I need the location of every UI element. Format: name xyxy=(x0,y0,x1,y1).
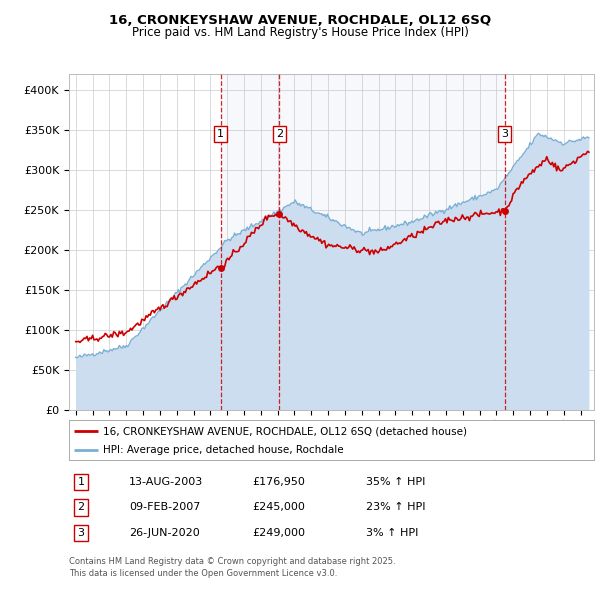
Text: 16, CRONKEYSHAW AVENUE, ROCHDALE, OL12 6SQ: 16, CRONKEYSHAW AVENUE, ROCHDALE, OL12 6… xyxy=(109,14,491,27)
Text: 13-AUG-2003: 13-AUG-2003 xyxy=(129,477,203,487)
Text: 16, CRONKEYSHAW AVENUE, ROCHDALE, OL12 6SQ (detached house): 16, CRONKEYSHAW AVENUE, ROCHDALE, OL12 6… xyxy=(103,427,467,437)
Text: 3: 3 xyxy=(501,129,508,139)
Text: 23% ↑ HPI: 23% ↑ HPI xyxy=(366,503,425,512)
Text: 2: 2 xyxy=(77,503,85,512)
Text: £176,950: £176,950 xyxy=(252,477,305,487)
Bar xyxy=(280,74,505,410)
Text: 35% ↑ HPI: 35% ↑ HPI xyxy=(366,477,425,487)
Text: 1: 1 xyxy=(217,129,224,139)
Text: £249,000: £249,000 xyxy=(252,528,305,537)
Text: HPI: Average price, detached house, Rochdale: HPI: Average price, detached house, Roch… xyxy=(103,445,344,455)
Text: Price paid vs. HM Land Registry's House Price Index (HPI): Price paid vs. HM Land Registry's House … xyxy=(131,26,469,39)
Text: 3: 3 xyxy=(77,528,85,537)
Text: 3% ↑ HPI: 3% ↑ HPI xyxy=(366,528,418,537)
Text: 1: 1 xyxy=(77,477,85,487)
Text: 2: 2 xyxy=(276,129,283,139)
Text: 26-JUN-2020: 26-JUN-2020 xyxy=(129,528,200,537)
Text: Contains HM Land Registry data © Crown copyright and database right 2025.: Contains HM Land Registry data © Crown c… xyxy=(69,558,395,566)
Text: £245,000: £245,000 xyxy=(252,503,305,512)
Text: 09-FEB-2007: 09-FEB-2007 xyxy=(129,503,200,512)
Bar xyxy=(221,74,280,410)
Text: This data is licensed under the Open Government Licence v3.0.: This data is licensed under the Open Gov… xyxy=(69,569,337,578)
